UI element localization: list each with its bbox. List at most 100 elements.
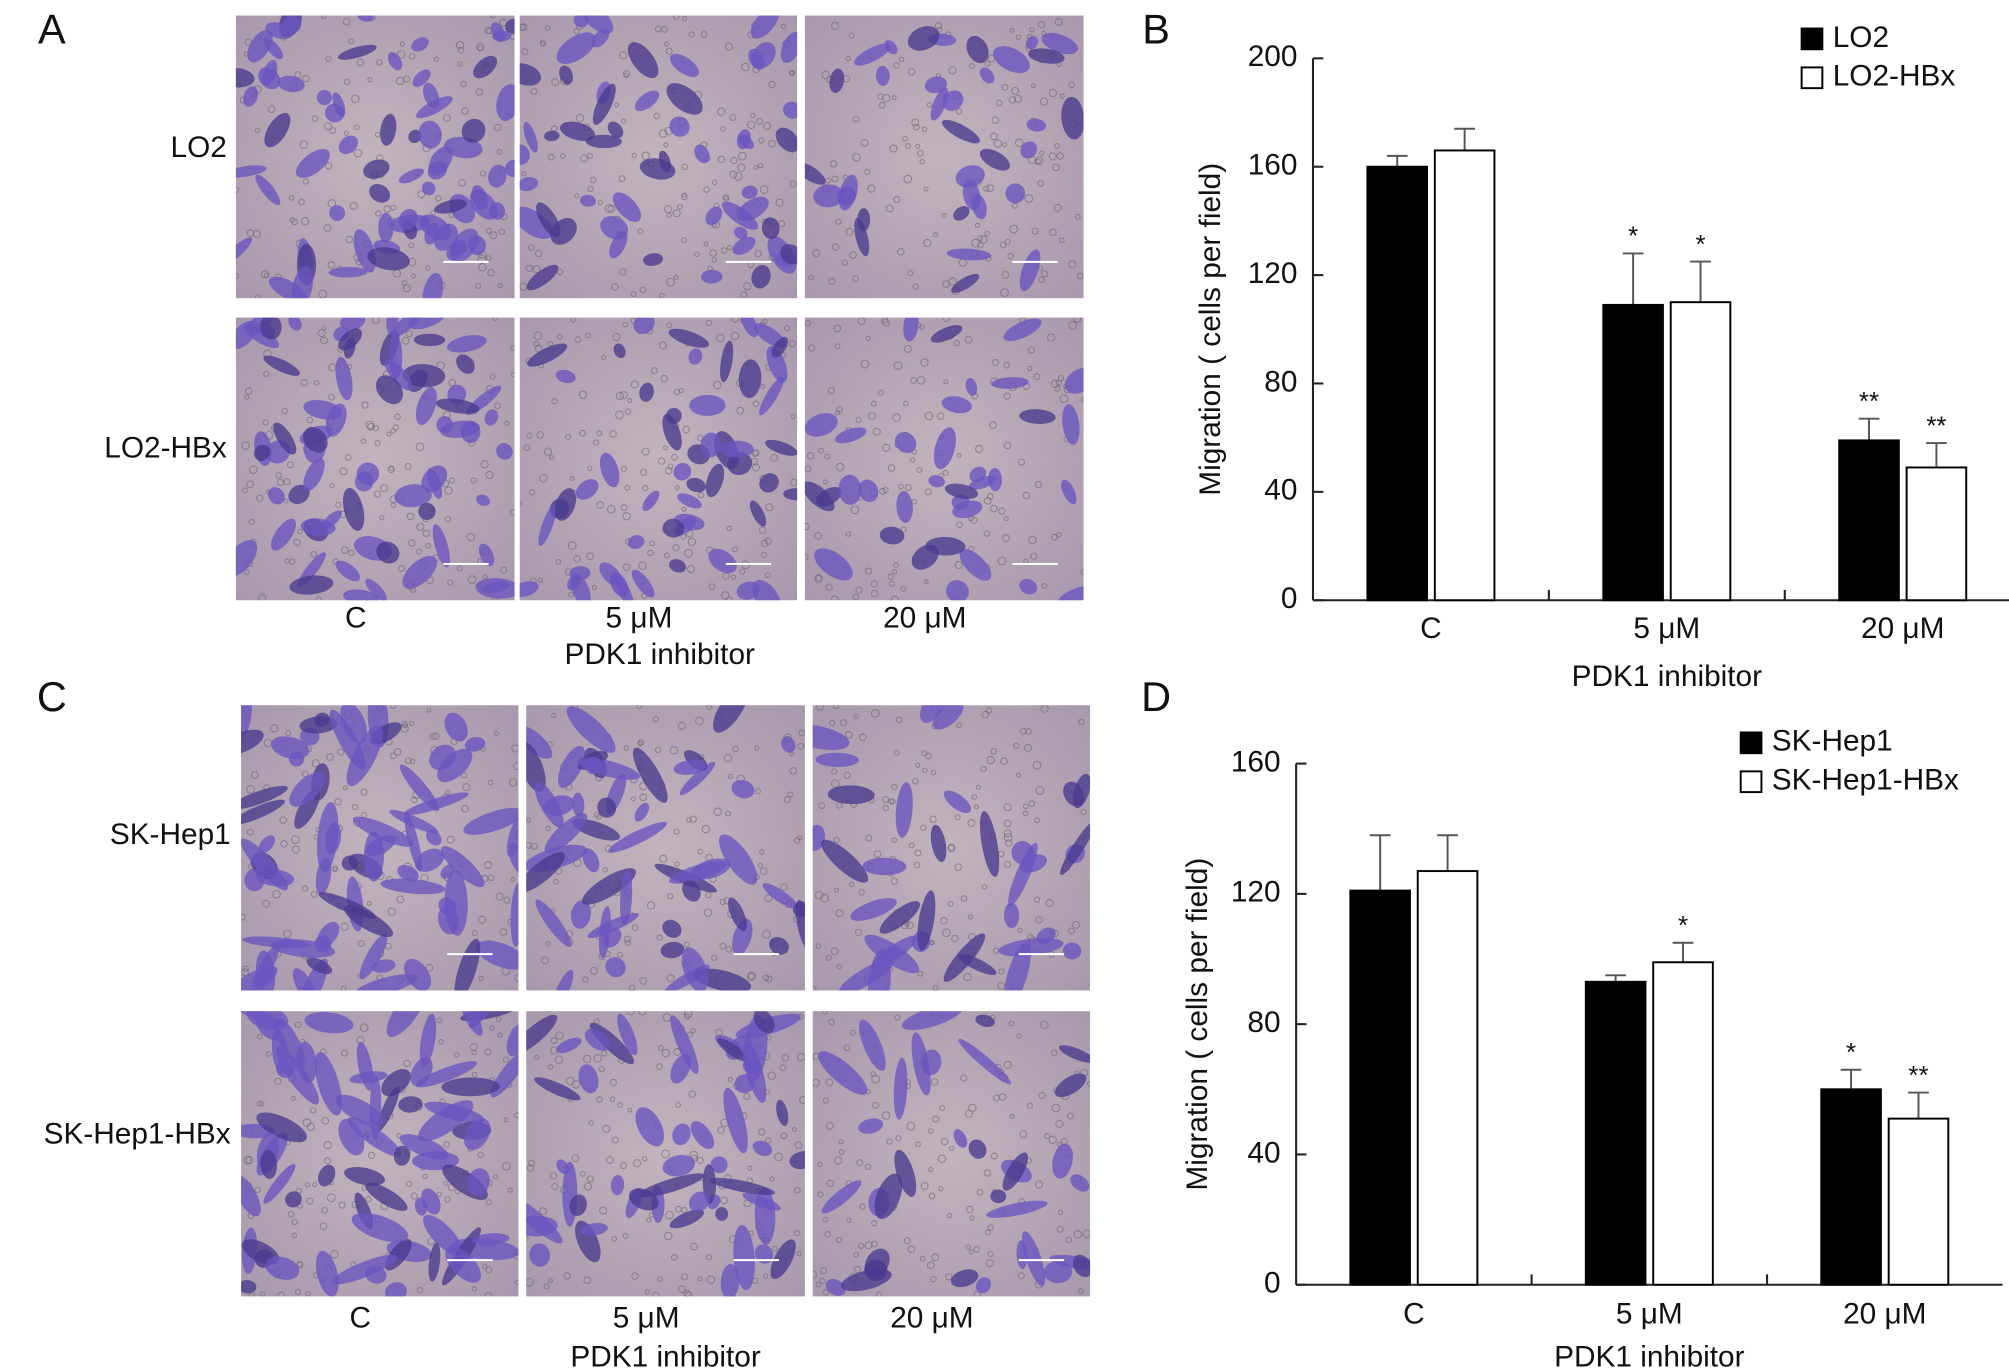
cell: [896, 491, 913, 523]
pore: [928, 1192, 936, 1200]
pore: [1009, 224, 1019, 234]
cell: [288, 317, 302, 331]
pore: [1035, 786, 1045, 795]
cell: [398, 208, 418, 231]
cell: [945, 580, 969, 601]
pore: [830, 947, 839, 956]
pore: [310, 551, 318, 558]
cell: [780, 244, 798, 265]
pore: [595, 813, 602, 820]
pore: [366, 900, 372, 907]
pore: [571, 1154, 580, 1163]
pore: [797, 835, 803, 841]
cell: [812, 824, 826, 851]
pore: [838, 1139, 844, 1145]
cell: [488, 164, 507, 188]
pore: [304, 1182, 310, 1188]
cell: [1026, 118, 1047, 132]
pore: [323, 1141, 332, 1150]
cell: [816, 487, 842, 507]
pore: [466, 532, 476, 542]
pore: [760, 383, 766, 389]
pore: [620, 465, 628, 472]
pore: [757, 862, 764, 869]
pore: [609, 1096, 616, 1103]
pore: [315, 596, 322, 601]
pore: [930, 769, 937, 776]
pore: [724, 42, 733, 51]
pore: [923, 186, 929, 192]
pore: [711, 179, 718, 186]
bar: [1602, 303, 1664, 602]
pore: [658, 1045, 664, 1051]
pore: [351, 803, 359, 811]
cell: [343, 589, 379, 601]
cell: [496, 84, 515, 121]
cell: [780, 31, 798, 63]
cells: [812, 1011, 1091, 1297]
pore: [911, 118, 920, 127]
pore: [602, 867, 608, 873]
cell: [668, 861, 727, 884]
pore: [1017, 1272, 1025, 1280]
pore: [367, 1151, 376, 1159]
pore: [513, 1112, 519, 1119]
pore: [953, 339, 960, 347]
cell: [804, 413, 838, 437]
pore: [943, 379, 949, 385]
pore: [914, 849, 922, 857]
pore: [360, 788, 368, 796]
pore: [1076, 272, 1084, 280]
cell: [677, 493, 702, 509]
pore: [470, 477, 477, 484]
cell: [582, 848, 600, 873]
pore: [821, 70, 830, 80]
pore: [406, 1180, 413, 1187]
pore: [627, 1107, 633, 1113]
cell: [599, 452, 620, 488]
cell: [438, 897, 457, 916]
cell: [338, 135, 359, 155]
pore: [262, 899, 270, 908]
pore: [641, 1156, 648, 1162]
pore: [818, 802, 826, 810]
pore: [763, 122, 772, 131]
y-tick-label: 80: [1247, 1006, 1280, 1039]
pore: [1017, 458, 1026, 466]
pore: [767, 1071, 776, 1080]
cell: [732, 918, 753, 956]
pore: [973, 1246, 981, 1253]
pore: [495, 1016, 502, 1023]
pore: [680, 193, 688, 201]
micrograph: [519, 15, 798, 299]
cell: [335, 560, 360, 582]
cell: [608, 821, 668, 853]
cell: [559, 121, 595, 141]
cell: [321, 510, 342, 530]
cell: [825, 1279, 846, 1296]
cell: [435, 398, 480, 414]
pore: [291, 845, 300, 854]
cell: [413, 333, 446, 347]
cell: [669, 53, 699, 77]
cell: [600, 216, 629, 240]
x-tick-label: 20 μM: [1861, 612, 1944, 645]
pore: [673, 274, 679, 280]
pore: [663, 445, 668, 451]
pore: [485, 1199, 492, 1206]
pore: [772, 1245, 778, 1252]
pore: [903, 1237, 911, 1245]
pore: [624, 408, 632, 415]
cell: [884, 40, 898, 55]
cell: [289, 772, 325, 807]
pore: [606, 505, 616, 514]
cell: [958, 1038, 1012, 1085]
cell: [381, 1069, 412, 1097]
pore: [530, 87, 538, 95]
pore: [611, 1235, 618, 1242]
cell: [303, 427, 328, 453]
cell: [384, 1282, 407, 1297]
cell: [550, 218, 577, 245]
pore: [360, 438, 367, 444]
pore: [969, 63, 976, 70]
